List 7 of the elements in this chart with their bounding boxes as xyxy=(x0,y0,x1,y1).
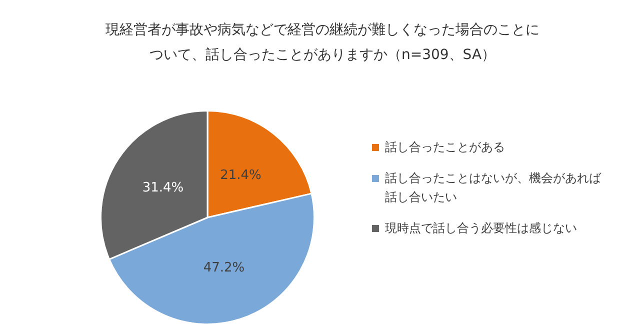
legend-label: 話し合ったことがある xyxy=(385,139,505,156)
legend-label: 話し合ったことはないが、機会があれば話し合いたい xyxy=(385,170,602,206)
data-label: 21.4% xyxy=(220,168,262,184)
chart-title: 現経営者が事故や病気などで経営の継続が難しくなった場合のことについて、話し合ったことがありますか（n=309、SA） xyxy=(104,21,540,65)
data-label: 47.2% xyxy=(203,260,245,276)
data-label: 31.4% xyxy=(142,180,184,196)
legend-label: 現時点で話し合う必要性は感じない xyxy=(385,220,577,237)
